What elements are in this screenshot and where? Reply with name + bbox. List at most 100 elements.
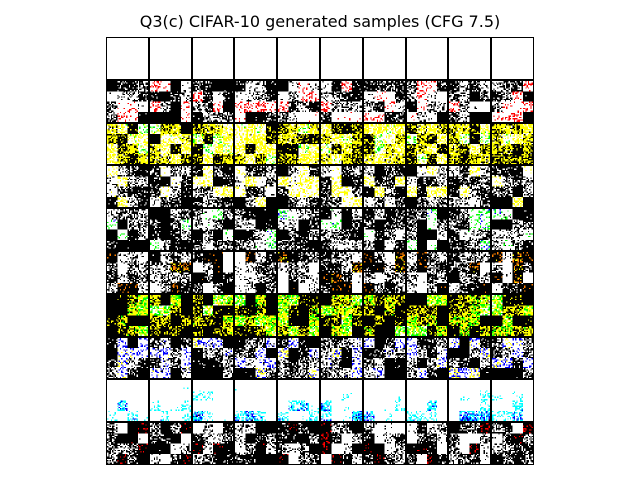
sample-image — [278, 38, 319, 79]
sample-tile — [407, 124, 448, 165]
sample-image — [449, 295, 490, 336]
sample-tile — [364, 423, 405, 464]
sample-image — [107, 38, 148, 79]
sample-tile — [193, 295, 234, 336]
sample-tile — [492, 338, 533, 379]
sample-tile — [364, 38, 405, 79]
sample-image — [364, 423, 405, 464]
sample-image — [193, 166, 234, 207]
sample-tile — [193, 166, 234, 207]
sample-image — [364, 295, 405, 336]
sample-image — [235, 124, 276, 165]
sample-image — [407, 209, 448, 250]
sample-tile — [407, 338, 448, 379]
sample-tile — [107, 124, 148, 165]
sample-image — [321, 252, 362, 293]
sample-tile — [107, 81, 148, 122]
sample-tile — [235, 38, 276, 79]
sample-image — [407, 423, 448, 464]
sample-tile — [321, 380, 362, 421]
sample-image — [278, 81, 319, 122]
sample-tile — [193, 38, 234, 79]
sample-tile — [193, 423, 234, 464]
sample-tile — [150, 423, 191, 464]
sample-image — [449, 380, 490, 421]
sample-tile — [449, 81, 490, 122]
sample-image — [449, 81, 490, 122]
sample-image — [321, 295, 362, 336]
sample-image — [107, 252, 148, 293]
sample-image — [107, 295, 148, 336]
sample-tile — [321, 252, 362, 293]
sample-tile — [449, 295, 490, 336]
sample-image — [321, 38, 362, 79]
sample-tile — [278, 423, 319, 464]
sample-tile — [235, 252, 276, 293]
sample-image — [235, 423, 276, 464]
sample-image — [449, 209, 490, 250]
sample-tile — [107, 338, 148, 379]
sample-tile — [321, 124, 362, 165]
sample-image — [150, 166, 191, 207]
sample-image — [364, 338, 405, 379]
sample-tile — [278, 252, 319, 293]
sample-image — [278, 252, 319, 293]
sample-tile — [107, 380, 148, 421]
sample-image — [492, 209, 533, 250]
sample-image — [364, 38, 405, 79]
sample-tile — [449, 124, 490, 165]
sample-tile — [278, 38, 319, 79]
sample-image — [150, 295, 191, 336]
sample-image — [278, 295, 319, 336]
sample-tile — [407, 166, 448, 207]
sample-tile — [193, 209, 234, 250]
sample-image — [364, 209, 405, 250]
sample-image — [150, 124, 191, 165]
sample-tile — [449, 252, 490, 293]
sample-tile — [150, 166, 191, 207]
sample-tile — [278, 295, 319, 336]
sample-image — [492, 166, 533, 207]
sample-image — [107, 209, 148, 250]
sample-tile — [407, 423, 448, 464]
sample-image — [193, 38, 234, 79]
sample-tile — [193, 81, 234, 122]
sample-image — [492, 252, 533, 293]
sample-tile — [407, 295, 448, 336]
sample-image — [321, 81, 362, 122]
sample-tile — [321, 295, 362, 336]
sample-tile — [278, 166, 319, 207]
sample-tile — [492, 81, 533, 122]
sample-image — [107, 166, 148, 207]
sample-tile — [492, 209, 533, 250]
sample-tile — [235, 124, 276, 165]
sample-image — [321, 380, 362, 421]
sample-grid — [107, 38, 533, 464]
sample-image — [321, 338, 362, 379]
sample-tile — [492, 423, 533, 464]
sample-tile — [449, 380, 490, 421]
sample-image — [193, 81, 234, 122]
sample-image — [321, 209, 362, 250]
sample-tile — [449, 423, 490, 464]
sample-image — [321, 423, 362, 464]
sample-image — [235, 380, 276, 421]
sample-image — [449, 423, 490, 464]
sample-tile — [235, 338, 276, 379]
sample-image — [449, 38, 490, 79]
sample-tile — [107, 38, 148, 79]
sample-tile — [364, 124, 405, 165]
sample-image — [235, 338, 276, 379]
sample-tile — [492, 124, 533, 165]
sample-image — [235, 295, 276, 336]
sample-tile — [150, 295, 191, 336]
sample-image — [278, 338, 319, 379]
sample-tile — [492, 38, 533, 79]
sample-tile — [107, 166, 148, 207]
sample-grid-axes — [106, 37, 534, 465]
sample-image — [278, 166, 319, 207]
sample-image — [150, 81, 191, 122]
sample-tile — [278, 124, 319, 165]
sample-tile — [407, 252, 448, 293]
